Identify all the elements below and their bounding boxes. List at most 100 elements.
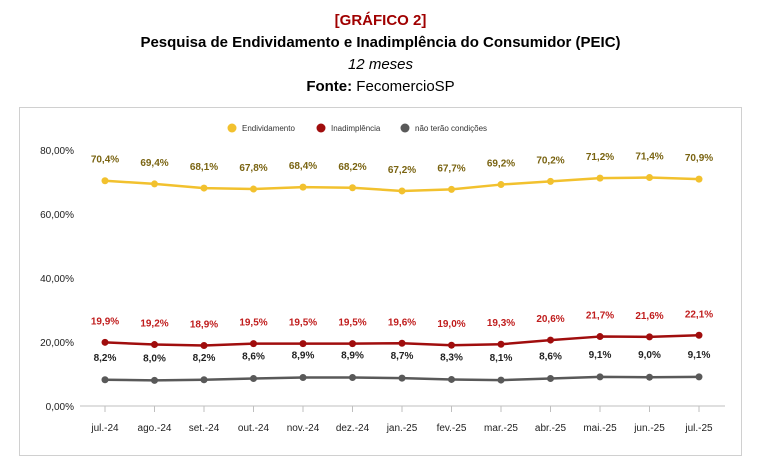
x-tick-label: jul.-25 [684, 423, 713, 434]
data-point [349, 340, 356, 348]
data-label: 67,7% [437, 163, 465, 174]
data-label: 21,7% [586, 311, 614, 322]
data-label: 71,4% [635, 152, 663, 163]
x-tick-label: ago.-24 [138, 423, 172, 434]
data-label: 8,2% [193, 353, 216, 364]
data-point [646, 333, 653, 341]
legend-marker [316, 123, 326, 133]
data-label: 19,6% [388, 317, 416, 328]
data-label: 8,7% [391, 351, 414, 362]
data-point [547, 177, 554, 185]
data-point [101, 376, 109, 384]
data-label: 68,2% [338, 162, 366, 173]
data-label: 9,1% [688, 350, 711, 361]
chart-header: [GRÁFICO 2] Pesquisa de Endividamento e … [0, 10, 761, 98]
data-point [250, 340, 257, 348]
x-tick-label: jun.-25 [633, 423, 665, 434]
data-label: 9,1% [589, 350, 612, 361]
legend-marker [227, 123, 237, 133]
chart-subtitle: 12 meses [347, 56, 414, 73]
data-point [200, 342, 208, 350]
data-point [250, 185, 257, 193]
y-tick-label: 80,00% [40, 146, 74, 157]
data-point [398, 339, 406, 347]
chart-frame [19, 107, 742, 456]
data-point [250, 374, 257, 382]
data-label: 8,6% [242, 351, 265, 362]
data-label: 8,9% [292, 351, 315, 362]
data-label: 70,4% [91, 155, 119, 166]
x-tick-label: mar.-25 [484, 423, 518, 434]
data-point [646, 373, 653, 381]
data-point [299, 374, 307, 382]
x-tick-label: jan.-25 [386, 423, 418, 434]
data-label: 68,1% [190, 162, 218, 173]
x-tick-label: jul.-24 [90, 423, 119, 434]
data-point [448, 341, 455, 349]
data-label: 19,9% [91, 316, 119, 327]
data-label: 19,5% [289, 318, 317, 329]
data-point [695, 175, 703, 183]
data-point [596, 333, 604, 341]
x-tick-label: out.-24 [238, 423, 270, 434]
data-point [151, 341, 158, 349]
data-label: 70,2% [536, 155, 564, 166]
data-label: 8,0% [143, 353, 166, 364]
legend-label: Inadimplência [331, 124, 381, 133]
y-tick-label: 60,00% [40, 210, 74, 221]
data-label: 8,1% [490, 353, 513, 364]
y-tick-label: 40,00% [40, 274, 74, 285]
data-label: 19,5% [239, 318, 267, 329]
data-label: 9,0% [638, 350, 661, 361]
data-point [200, 376, 208, 384]
data-point [299, 183, 307, 191]
data-point [497, 340, 505, 348]
data-point [398, 187, 406, 195]
data-label: 19,3% [487, 318, 515, 329]
data-label: 18,9% [190, 320, 218, 331]
data-point [349, 184, 356, 192]
x-tick-label: mai.-25 [583, 423, 617, 434]
x-tick-label: abr.-25 [535, 423, 567, 434]
data-point [448, 375, 455, 383]
y-tick-label: 20,00% [40, 338, 74, 349]
data-point [299, 340, 307, 348]
data-label: 69,2% [487, 159, 515, 170]
legend-marker [400, 123, 410, 133]
data-label: 8,9% [341, 351, 364, 362]
data-label: 67,8% [239, 163, 267, 174]
data-point [646, 174, 653, 182]
x-tick-label: set.-24 [189, 423, 220, 434]
data-label: 69,4% [140, 158, 168, 169]
data-point [547, 336, 554, 344]
chart-title: Pesquisa de Endividamento e Inadimplênci… [140, 34, 621, 51]
x-tick-label: fev.-25 [437, 423, 467, 434]
data-label: 8,2% [94, 353, 117, 364]
data-label: 8,3% [440, 352, 463, 363]
data-label: 20,6% [536, 314, 564, 325]
x-tick-label: nov.-24 [287, 423, 320, 434]
data-label: 8,6% [539, 351, 562, 362]
legend-label: Endividamento [242, 124, 295, 133]
x-tick-label: dez.-24 [336, 423, 370, 434]
source-label: Fonte: [306, 78, 353, 95]
legend-label: não terão condições [415, 124, 487, 133]
data-point [398, 374, 406, 382]
data-point [695, 373, 703, 381]
data-label: 19,5% [338, 318, 366, 329]
data-point [151, 376, 158, 384]
chart-source: Fonte: FecomercioSP [0, 76, 761, 98]
data-point [151, 180, 158, 188]
data-point [349, 374, 356, 382]
data-point [448, 185, 455, 193]
data-label: 71,2% [586, 152, 614, 163]
source-value: FecomercioSP [352, 78, 455, 95]
chart-tag: [GRÁFICO 2] [334, 12, 427, 29]
data-point [497, 376, 505, 384]
data-label: 19,0% [437, 319, 465, 330]
data-point [596, 174, 604, 182]
data-label: 21,6% [635, 311, 663, 322]
data-label: 68,4% [289, 161, 317, 172]
data-label: 67,2% [388, 165, 416, 176]
